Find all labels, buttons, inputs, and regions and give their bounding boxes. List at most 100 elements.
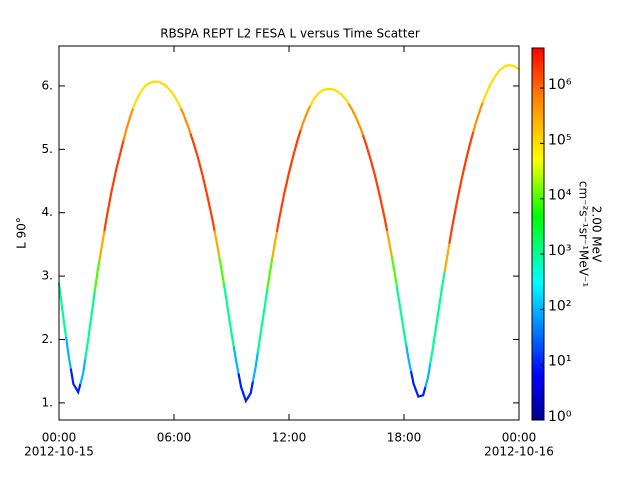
data-point [472,114,480,133]
data-point [84,324,92,360]
data-point [429,332,437,365]
y-tick-label: 6. [42,78,53,92]
data-point [237,373,245,396]
colorbar [531,47,545,421]
x-tick-label: 12:00 [272,431,307,445]
data-point [208,206,216,233]
data-point [290,144,298,165]
data-point [395,285,403,318]
data-point [400,315,408,348]
colorbar-tick-label: 10² [548,298,571,314]
x-tick-label: 18:00 [387,431,422,445]
data-point [352,111,360,125]
data-point [228,316,235,349]
data-point [93,257,101,292]
data-point [386,230,394,259]
y-tick-label: 1. [42,395,53,409]
data-point [453,190,461,217]
y-tick-label: 3. [42,269,53,283]
x-tick-date: 2012-10-16 [484,445,554,459]
data-point [127,107,135,124]
data-point [108,178,116,205]
colorbar-tick-label: 10³ [548,243,571,259]
data-point [371,166,379,188]
x-tick-date: 2012-10-15 [24,445,94,459]
data-point [79,357,87,385]
data-point [347,103,355,114]
plot-frame [58,45,520,421]
data-point [467,130,475,151]
data-point [443,241,451,273]
data-point [204,185,212,210]
data-point [69,368,77,390]
data-point [357,122,365,138]
data-point [65,336,73,371]
data-point [170,91,178,101]
data-point [285,162,293,185]
data-point [213,230,221,260]
data-point [477,100,485,117]
data-point [256,319,264,354]
colorbar-tick-label: 10⁴ [548,188,572,204]
data-point [434,300,442,335]
data-point [89,289,97,327]
y-tick-label: 2. [42,332,53,346]
x-tick-label: 06:00 [157,431,192,445]
data-point [189,133,197,151]
data-point [218,256,226,288]
data-point [481,88,489,103]
data-point [103,202,111,232]
x-tick-label: 00:00 [502,431,537,445]
data-point [462,148,470,171]
data-point [381,206,389,233]
y-axis-label: L 90° [15,217,29,249]
data-point [390,256,398,288]
data-point [122,121,130,141]
data-point [280,182,288,207]
colorbar-label: 2.00 MeV [590,206,604,263]
data-point [343,96,350,106]
data-point [117,138,125,160]
data-point [410,371,418,392]
colorbar-tick-label: 10⁶ [548,77,572,93]
data-point [247,379,255,399]
data-point [223,285,231,319]
data-point [275,204,283,233]
data-point [362,134,370,153]
data-point [113,157,120,181]
data-point [194,148,202,168]
y-tick-label: 5. [42,142,53,156]
data-point [448,214,456,244]
data-point [419,385,427,398]
data-point [60,300,68,340]
data-point [232,346,240,376]
data-point [271,229,279,260]
data-point [251,351,259,382]
x-tick-label: 00:00 [42,431,77,445]
data-point [180,107,188,122]
chart-title: RBSPA REPT L2 FESA L versus Time Scatter [160,27,420,41]
y-tick-label: 4. [42,205,53,219]
data-point [376,185,384,210]
data-point [424,362,432,388]
data-point [304,104,312,118]
data-point [458,168,465,193]
data-point [266,257,274,290]
data-point [184,119,192,136]
data-point [175,98,183,111]
data-point [136,88,144,99]
data-point [199,165,207,188]
data-point [338,91,346,99]
data-point [98,229,106,260]
colorbar-label: cm⁻²s⁻¹sr⁻¹MeV⁻¹ [577,181,591,287]
data-point [261,287,269,322]
data-point [299,114,307,131]
data-point [491,72,499,82]
data-point [486,79,494,92]
data-point [438,270,446,303]
data-point [74,382,82,395]
colorbar-tick-label: 10⁰ [548,409,572,425]
data-point [405,345,413,374]
data-point [242,392,250,404]
